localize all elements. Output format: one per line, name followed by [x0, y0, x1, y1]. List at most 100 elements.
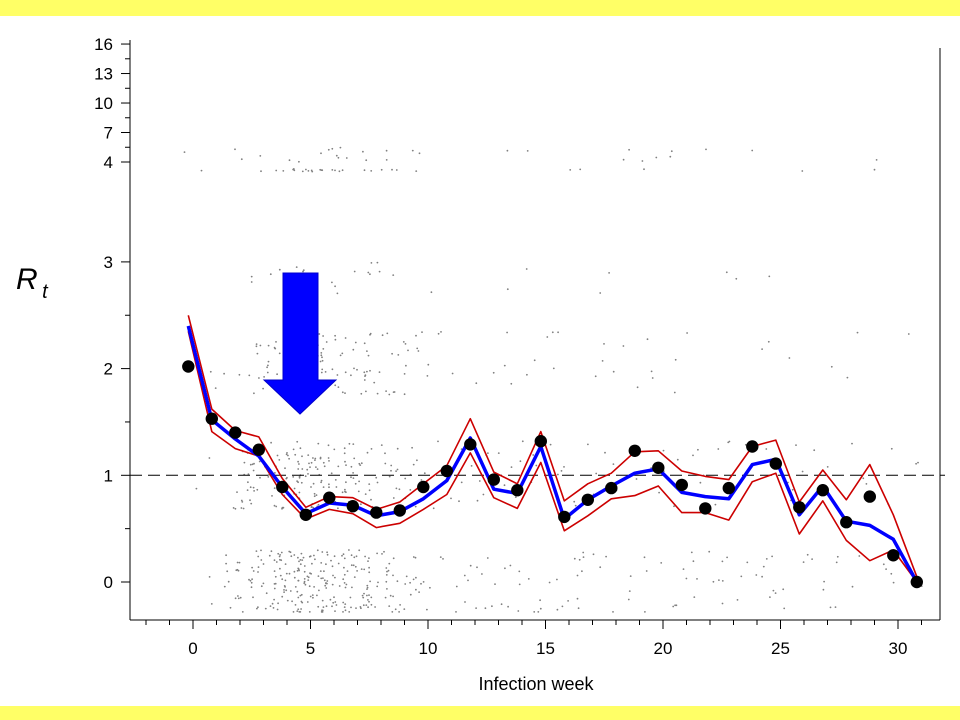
cloud-dot	[237, 595, 239, 597]
cloud-dot	[320, 371, 323, 374]
cloud-dot	[283, 585, 286, 587]
cloud-dot	[415, 576, 417, 579]
estimate-point	[182, 360, 195, 373]
cloud-dot	[890, 447, 893, 450]
cloud-dot	[253, 490, 256, 492]
cloud-dot	[551, 331, 554, 334]
cloud-dot	[579, 168, 582, 171]
cloud-dot	[533, 359, 536, 362]
cloud-dot	[303, 570, 306, 573]
cloud-dot	[518, 583, 521, 586]
cloud-dot	[359, 606, 362, 608]
cloud-dot	[252, 469, 255, 472]
cloud-dot	[673, 391, 676, 394]
cloud-dot	[813, 449, 816, 452]
cloud-dot	[353, 576, 356, 578]
cloud-dot	[294, 453, 297, 456]
cloud-dot	[386, 588, 388, 590]
cloud-dot	[381, 553, 383, 555]
cloud-dot	[672, 605, 675, 608]
cloud-dot	[300, 552, 303, 555]
cloud-dot	[358, 480, 360, 483]
cloud-dot	[692, 560, 695, 563]
cloud-dot	[334, 479, 337, 481]
cloud-dot	[234, 148, 236, 151]
cloud-dot	[386, 570, 388, 573]
cloud-dot	[331, 169, 334, 171]
cloud-dot	[392, 557, 395, 560]
cloud-dot	[573, 557, 576, 560]
cloud-dot	[303, 580, 306, 583]
cloud-dot	[385, 567, 388, 569]
cloud-dot	[470, 465, 473, 467]
cloud-dot	[830, 365, 833, 368]
cloud-dot	[802, 561, 805, 563]
cloud-dot	[266, 371, 269, 374]
top-yellow-band	[0, 0, 960, 16]
cloud-dot	[376, 585, 379, 588]
cloud-dot	[380, 168, 383, 171]
cloud-dot	[334, 601, 337, 603]
cloud-dot	[240, 507, 243, 509]
cloud-dot	[316, 594, 318, 597]
cloud-dot	[385, 159, 388, 161]
cloud-dot	[337, 507, 339, 510]
cloud-dot	[303, 582, 306, 584]
cloud-dot	[415, 588, 417, 591]
cloud-dot	[328, 486, 330, 489]
cloud-dot	[345, 157, 348, 159]
cloud-dot	[341, 169, 344, 172]
cloud-dot	[320, 577, 323, 580]
cloud-dot	[426, 608, 428, 611]
cloud-dot	[345, 583, 348, 586]
cloud-dot	[567, 600, 569, 602]
cloud-dot	[415, 170, 418, 173]
cloud-dot	[402, 341, 405, 343]
cloud-dot	[253, 462, 255, 465]
cloud-dot	[300, 608, 302, 610]
cloud-dot	[344, 586, 347, 589]
cloud-dot	[360, 392, 363, 395]
cloud-dot	[273, 598, 275, 601]
cloud-dot	[557, 331, 559, 334]
cloud-dot	[503, 364, 506, 367]
y-tick-label: 3	[104, 253, 113, 272]
cloud-dot	[467, 579, 469, 582]
cloud-dot	[299, 559, 302, 561]
cloud-dot	[273, 346, 276, 349]
cloud-dot	[405, 364, 407, 367]
estimate-point	[863, 490, 876, 503]
estimate-point	[299, 508, 312, 521]
cloud-dot	[352, 564, 355, 567]
cloud-dot	[295, 266, 298, 268]
cloud-dot	[376, 392, 379, 395]
cloud-dot	[318, 333, 321, 335]
cloud-dot	[297, 567, 300, 570]
cloud-dot	[352, 348, 355, 351]
cloud-dot	[811, 558, 813, 560]
cloud-dot	[332, 601, 335, 604]
cloud-dot	[696, 578, 698, 580]
estimate-point	[229, 426, 242, 439]
cloud-dot	[396, 580, 399, 583]
cloud-dot	[278, 555, 281, 558]
cloud-dot	[279, 554, 281, 556]
cloud-dot	[280, 551, 283, 554]
y-tick-label: 13	[94, 65, 113, 84]
cloud-dot	[356, 570, 358, 572]
cloud-dot	[526, 373, 528, 376]
estimate-point	[440, 464, 453, 478]
cloud-dot	[359, 464, 362, 466]
cloud-dot	[783, 607, 786, 610]
cloud-dot	[323, 465, 326, 468]
cloud-dot	[279, 574, 282, 577]
cloud-dot	[604, 451, 606, 454]
cloud-dot	[557, 473, 559, 476]
cloud-dot	[475, 382, 478, 385]
cloud-dot	[643, 556, 646, 559]
cloud-dot	[322, 606, 325, 608]
cloud-dot	[560, 470, 563, 472]
cloud-dot	[301, 455, 303, 458]
cloud-dot	[312, 482, 315, 485]
cloud-dot	[426, 375, 429, 377]
